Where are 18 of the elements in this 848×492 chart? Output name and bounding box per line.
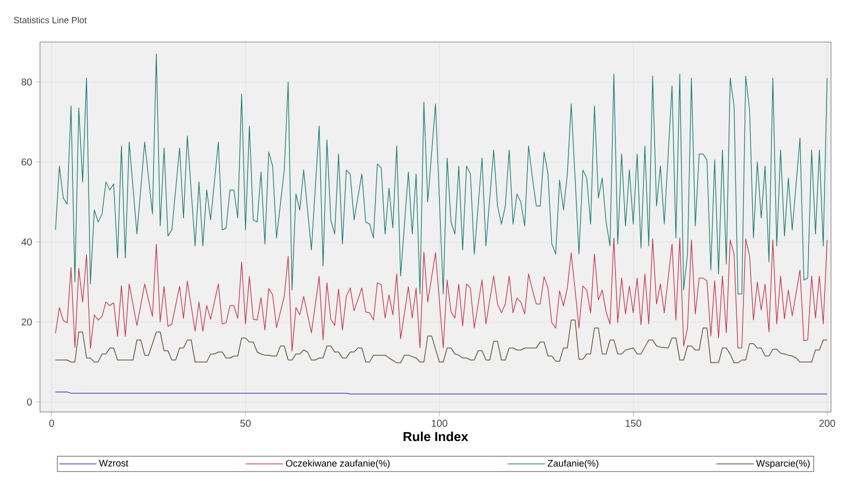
legend-label: Wsparcie(%) (756, 460, 810, 469)
x-tick-label: 50 (240, 420, 251, 427)
y-tick-label: 60 (22, 158, 32, 166)
line-series (55, 54, 828, 294)
chart-title: Statistics Line Plot (14, 16, 87, 24)
y-tick-label: 20 (22, 318, 32, 326)
x-axis-title: Rule Index (404, 432, 468, 442)
y-tick-label: 80 (22, 78, 32, 86)
x-tick-label: 0 (49, 420, 54, 427)
legend-label: Wzrost (98, 460, 128, 466)
x-tick-label: 200 (819, 420, 836, 427)
y-tick-label: 0 (27, 398, 32, 406)
y-tick-label: 40 (21, 238, 32, 246)
line-series (55, 238, 828, 352)
legend-label: Oczekiwane zaufanie(%) (286, 460, 390, 469)
legend-label: Zaufanie(%) (548, 460, 598, 469)
x-tick-label: 150 (626, 420, 642, 427)
x-tick-label: 100 (432, 420, 448, 427)
